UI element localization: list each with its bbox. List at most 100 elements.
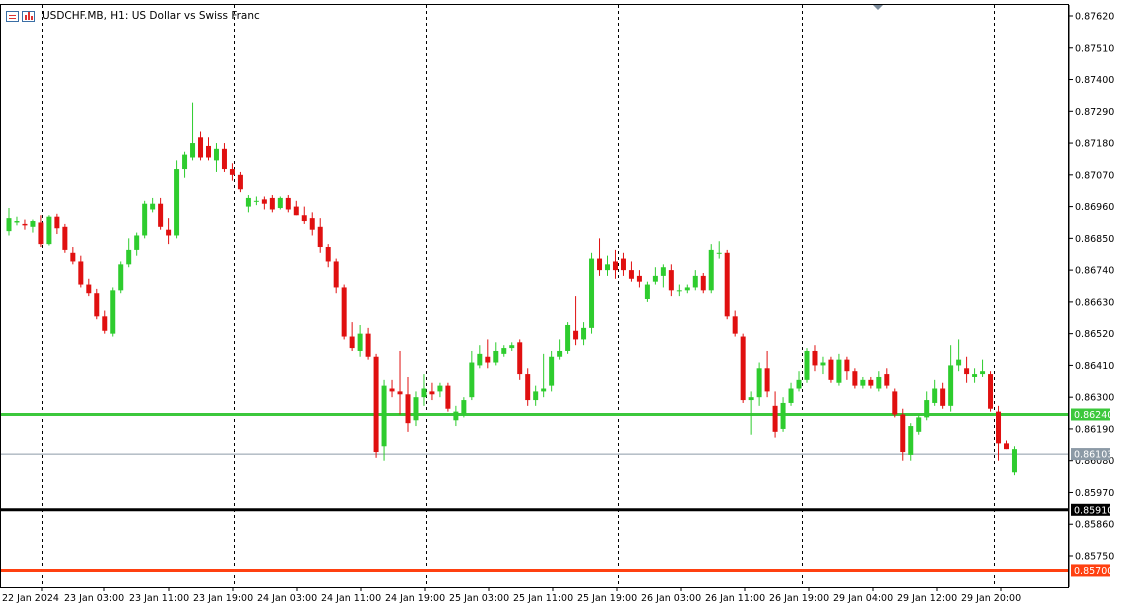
price-tick-label: 0.86520 (1075, 329, 1114, 340)
candle-body (357, 333, 363, 351)
candle-body (38, 222, 44, 245)
candle-10 (86, 278, 92, 297)
candle-body (365, 333, 371, 357)
bar-chart-icon[interactable] (22, 10, 35, 22)
candle-body (509, 345, 515, 349)
candle-body (517, 342, 523, 375)
time-tick-label: 25 Jan 03:00 (449, 593, 509, 604)
price-tick-label: 0.87400 (1075, 75, 1114, 86)
candle-41 (333, 258, 339, 294)
candle-body (14, 221, 20, 223)
candle-56 (453, 405, 459, 427)
candle-body (277, 197, 283, 209)
candle-83 (668, 264, 674, 297)
candle-body (908, 426, 914, 455)
price-tick-label: 0.86960 (1075, 202, 1114, 213)
candle-69 (557, 339, 563, 360)
vertical-gridlines (42, 5, 995, 587)
candle-body (493, 350, 499, 363)
candle-body (54, 216, 60, 229)
candle-body (62, 226, 68, 250)
candle-body (796, 379, 802, 389)
candle-body (453, 411, 459, 421)
candle-body (1011, 449, 1017, 473)
candle-body (134, 235, 140, 250)
candle-68 (549, 350, 555, 392)
price-label-bg (1071, 564, 1110, 577)
candle-body (533, 391, 539, 401)
list-icon[interactable] (6, 10, 19, 22)
candle-body (605, 264, 610, 271)
candle-77 (620, 252, 626, 276)
candle-28 (229, 163, 235, 181)
candle-body (301, 215, 307, 222)
price-axis: 0.87620 0.87510 0.87400 0.87290 0.87180 0.870… (1068, 5, 1114, 587)
candle-47 (381, 379, 387, 461)
candle-body (836, 359, 842, 383)
candle-body (852, 371, 858, 386)
candle-70 (565, 322, 571, 354)
candle-23 (190, 102, 196, 161)
candle-105 (844, 356, 850, 380)
candle-34 (277, 196, 283, 210)
candle-body (333, 261, 339, 288)
candle-body (461, 400, 467, 415)
candle-63 (509, 342, 515, 351)
candle-body (46, 216, 52, 245)
candle-body (732, 316, 738, 334)
candle-125 (1004, 440, 1009, 450)
candle-108 (868, 376, 874, 389)
candle-37 (301, 206, 307, 224)
candle-body (788, 388, 794, 403)
candle-92 (740, 333, 746, 403)
candle-117 (940, 382, 946, 409)
price-tick-label: 0.86630 (1075, 297, 1114, 308)
candle-11 (94, 288, 100, 320)
price-label-0.85910: 0.85910 (1074, 505, 1113, 516)
candle-body (748, 397, 754, 401)
candle-57 (461, 397, 467, 418)
candle-body (924, 400, 930, 418)
candle-2 (22, 219, 28, 230)
candle-118 (948, 345, 954, 412)
candle-30 (245, 195, 251, 213)
price-label-0.86240: 0.86240 (1074, 410, 1113, 421)
candle-15 (126, 238, 132, 268)
candle-body (70, 252, 76, 262)
time-tick-label: 24 Jan 03:00 (257, 593, 317, 604)
candle-16 (134, 232, 140, 256)
candle-123 (988, 371, 994, 412)
time-tick-label: 23 Jan 03:00 (64, 593, 124, 604)
candle-36 (293, 200, 299, 216)
candle-9 (78, 255, 84, 288)
candle-body (373, 356, 379, 453)
chart-shift-marker[interactable] (873, 5, 883, 10)
candle-78 (628, 261, 634, 282)
candle-53 (429, 382, 435, 401)
candle-body (996, 411, 1002, 444)
candle-body (684, 287, 690, 291)
candle-body (652, 275, 658, 282)
candle-body (828, 359, 834, 380)
candle-26 (213, 143, 219, 172)
candle-body (820, 362, 826, 366)
candle-97 (780, 397, 786, 432)
candle-body (22, 223, 28, 226)
candle-body (884, 374, 890, 386)
candle-body (110, 290, 116, 334)
candle-body (716, 252, 722, 254)
candle-7 (62, 223, 68, 253)
price-tick-label: 0.87620 (1075, 12, 1114, 23)
price-tick-label: 0.86410 (1075, 361, 1114, 372)
candle-body (708, 249, 714, 291)
candle-body (636, 275, 642, 282)
time-tick-label: 25 Jan 19:00 (577, 593, 637, 604)
candle-body (221, 148, 227, 170)
candle-body (126, 249, 132, 265)
candle-body (644, 284, 650, 299)
candle-body (764, 368, 770, 392)
candle-39 (317, 218, 323, 253)
candle-body (756, 368, 762, 398)
price-tick-label: 0.86080 (1075, 456, 1114, 467)
